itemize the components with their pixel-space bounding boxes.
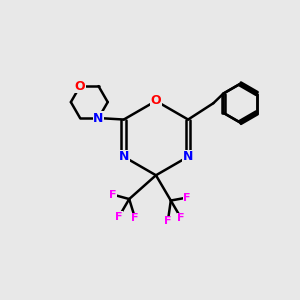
Text: F: F — [131, 213, 139, 224]
Text: F: F — [178, 213, 185, 224]
Text: N: N — [118, 150, 129, 163]
Text: F: F — [183, 193, 191, 202]
Text: F: F — [164, 216, 172, 226]
Text: N: N — [93, 112, 104, 124]
Text: O: O — [151, 94, 161, 107]
Text: F: F — [109, 190, 117, 200]
Text: F: F — [115, 212, 122, 222]
Text: N: N — [183, 150, 193, 163]
Text: O: O — [75, 80, 86, 93]
